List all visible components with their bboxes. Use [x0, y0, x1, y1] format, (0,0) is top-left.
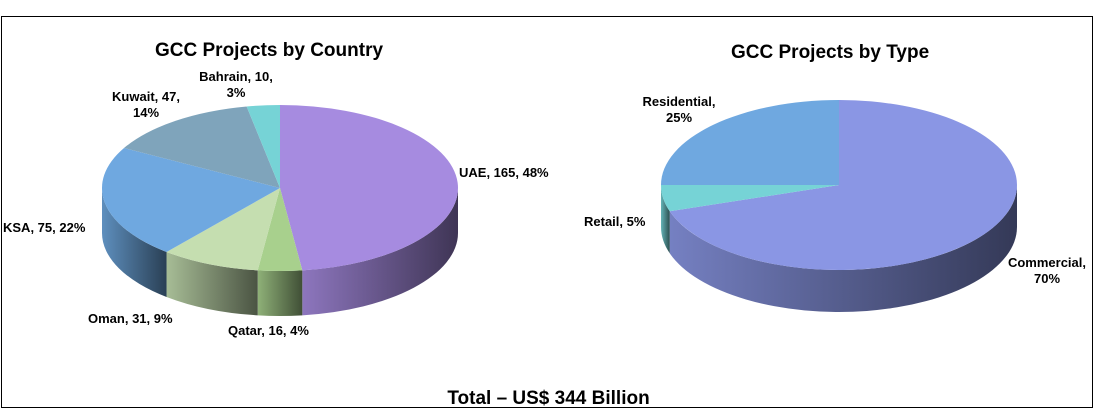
slice-label-country-uae: UAE, 165, 48%: [459, 165, 549, 180]
pie-side-type-retail: [661, 185, 670, 254]
slice-label-country-kuwait: Kuwait, 47, 14%: [112, 89, 180, 120]
country-top-layer: [102, 105, 458, 271]
pie-slice-type-retail: [661, 185, 839, 212]
pie-side-country-ksa: [102, 188, 167, 297]
pie-slice-country-ksa: [102, 148, 281, 252]
pie-side-type-commercial: [669, 185, 1017, 313]
pie-slice-country-kuwait: [124, 106, 280, 188]
slice-label-country-qatar: Qatar, 16, 4%: [228, 323, 309, 338]
pie-side-country-oman: [166, 251, 258, 316]
slice-label-type-commercial: Commercial, 70%: [1008, 255, 1086, 286]
type-chart-title: GCC Projects by Type: [731, 42, 930, 63]
country-chart-title: GCC Projects by Country: [155, 40, 384, 61]
total-caption: Total – US$ 344 Billion: [447, 388, 650, 409]
pie-slice-country-oman: [166, 188, 280, 271]
type-side-layer: [661, 185, 1017, 313]
country-side-layer: [102, 188, 459, 316]
slice-label-country-ksa: KSA, 75, 22%: [3, 220, 86, 235]
pie-side-country-qatar: [257, 270, 303, 316]
slice-label-country-bahrain: Bahrain, 10, 3%: [199, 69, 273, 100]
country-pie: UAE, 165, 48% Qatar, 16, 4% Oman, 31, 9% KS…: [3, 69, 549, 338]
type-pie: Commercial, 70% Retail, 5% Residential, 25%: [584, 94, 1086, 313]
pie-side-country-uae: [302, 188, 459, 316]
slice-label-country-oman: Oman, 31, 9%: [88, 311, 173, 326]
pie-slice-country-qatar: [257, 188, 303, 271]
type-top-layer: [661, 100, 1017, 270]
slice-label-type-residential: Residential, 25%: [643, 94, 716, 125]
pie-slice-type-commercial: [669, 100, 1017, 270]
pie-slice-country-uae: [280, 105, 458, 271]
pie-slice-type-residential: [661, 100, 839, 185]
slice-label-type-retail: Retail, 5%: [584, 214, 646, 229]
pie-slice-country-bahrain: [246, 105, 280, 188]
